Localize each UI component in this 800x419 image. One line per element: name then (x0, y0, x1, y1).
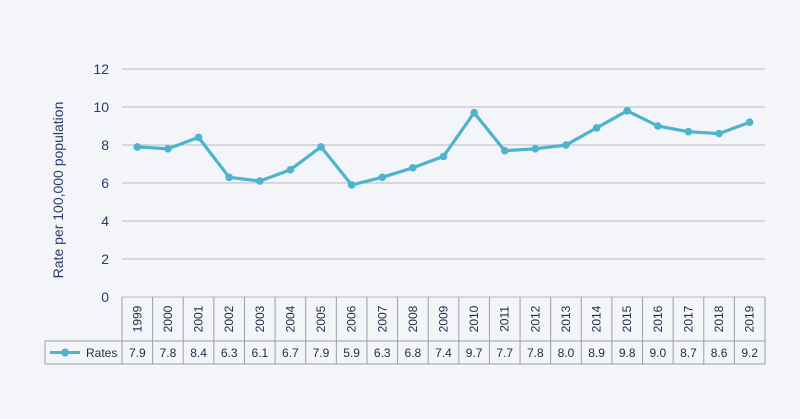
data-point (500, 146, 509, 155)
data-point (470, 108, 478, 117)
x-tick-label: 2006 (345, 305, 359, 332)
data-point (592, 124, 601, 132)
data-label: 7.9 (129, 346, 146, 360)
data-point (409, 164, 417, 172)
data-point (745, 118, 754, 126)
x-tick-label: 2004 (283, 305, 297, 332)
y-tick-label: 12 (93, 61, 109, 77)
data-label: 9.8 (619, 346, 636, 360)
x-tick-label: 2005 (314, 305, 328, 332)
legend-marker (61, 348, 69, 357)
data-point (255, 177, 264, 185)
data-label: 8.6 (711, 346, 728, 360)
data-point (164, 145, 172, 153)
data-table: 1999 7.9 2000 7.8 2001 8.4 2002 6.3 2003 6.1 2004 6… (44, 297, 766, 365)
data-label: 5.9 (343, 346, 360, 360)
data-point (531, 145, 540, 153)
data-point (347, 181, 356, 189)
data-label: 8.4 (190, 346, 207, 360)
data-label: 7.4 (435, 346, 452, 360)
data-label: 6.3 (374, 346, 391, 360)
data-point (378, 173, 387, 182)
x-tick-label: 2013 (559, 305, 573, 332)
y-tick-label: 6 (101, 175, 109, 191)
data-point (439, 152, 448, 161)
data-point (194, 133, 203, 142)
x-tick-label: 2001 (192, 305, 206, 332)
data-label: 7.9 (313, 346, 330, 360)
x-tick-label: 2019 (743, 305, 757, 332)
data-label: 8.7 (680, 346, 697, 360)
y-axis-ticks: 0 2 4 6 8 10 12 (93, 61, 109, 305)
grid-lines (122, 68, 765, 298)
data-label: 7.7 (496, 346, 513, 360)
x-tick-label: 2007 (375, 305, 389, 332)
data-point (317, 143, 325, 151)
y-tick-label: 10 (93, 99, 109, 115)
data-label: 6.3 (221, 346, 238, 360)
data-label: 8.0 (558, 346, 575, 360)
data-point (715, 129, 723, 138)
x-tick-label: 2016 (651, 305, 665, 332)
data-point (562, 141, 570, 149)
data-point (623, 107, 632, 115)
data-label: 9.7 (466, 346, 483, 360)
data-label: 6.7 (282, 346, 299, 360)
x-tick-label: 2017 (681, 305, 695, 332)
y-axis-label: Rate per 100,000 population (50, 102, 66, 279)
x-tick-label: 2015 (620, 305, 634, 332)
data-point (286, 165, 295, 174)
x-tick-label: 2010 (467, 305, 481, 332)
x-tick-label: 2018 (712, 305, 726, 332)
x-tick-label: 2000 (161, 305, 175, 332)
data-label: 6.1 (251, 346, 268, 360)
x-tick-label: 2011 (498, 306, 512, 332)
data-label: 7.8 (527, 346, 544, 360)
x-tick-label: 1999 (130, 305, 144, 332)
data-label: 7.8 (160, 346, 177, 360)
data-point (133, 143, 142, 151)
y-tick-label: 2 (101, 251, 109, 267)
x-tick-label: 2002 (222, 305, 236, 332)
data-point (225, 173, 233, 182)
data-label: 8.9 (588, 346, 605, 360)
data-point (684, 127, 693, 136)
legend-label: Rates (86, 346, 117, 360)
y-tick-label: 0 (101, 289, 109, 305)
x-tick-label: 2003 (253, 305, 267, 332)
x-tick-label: 2008 (406, 305, 420, 332)
y-tick-label: 4 (101, 213, 109, 229)
data-point (654, 122, 662, 130)
data-label: 9.2 (741, 346, 758, 360)
x-tick-label: 2014 (590, 305, 604, 332)
x-tick-label: 2009 (437, 305, 451, 332)
series-group (133, 107, 754, 189)
data-label: 9.0 (649, 346, 666, 360)
y-tick-label: 8 (101, 137, 109, 153)
legend: Rates (50, 346, 117, 360)
x-tick-label: 2012 (528, 305, 542, 332)
data-label: 6.8 (405, 346, 422, 360)
